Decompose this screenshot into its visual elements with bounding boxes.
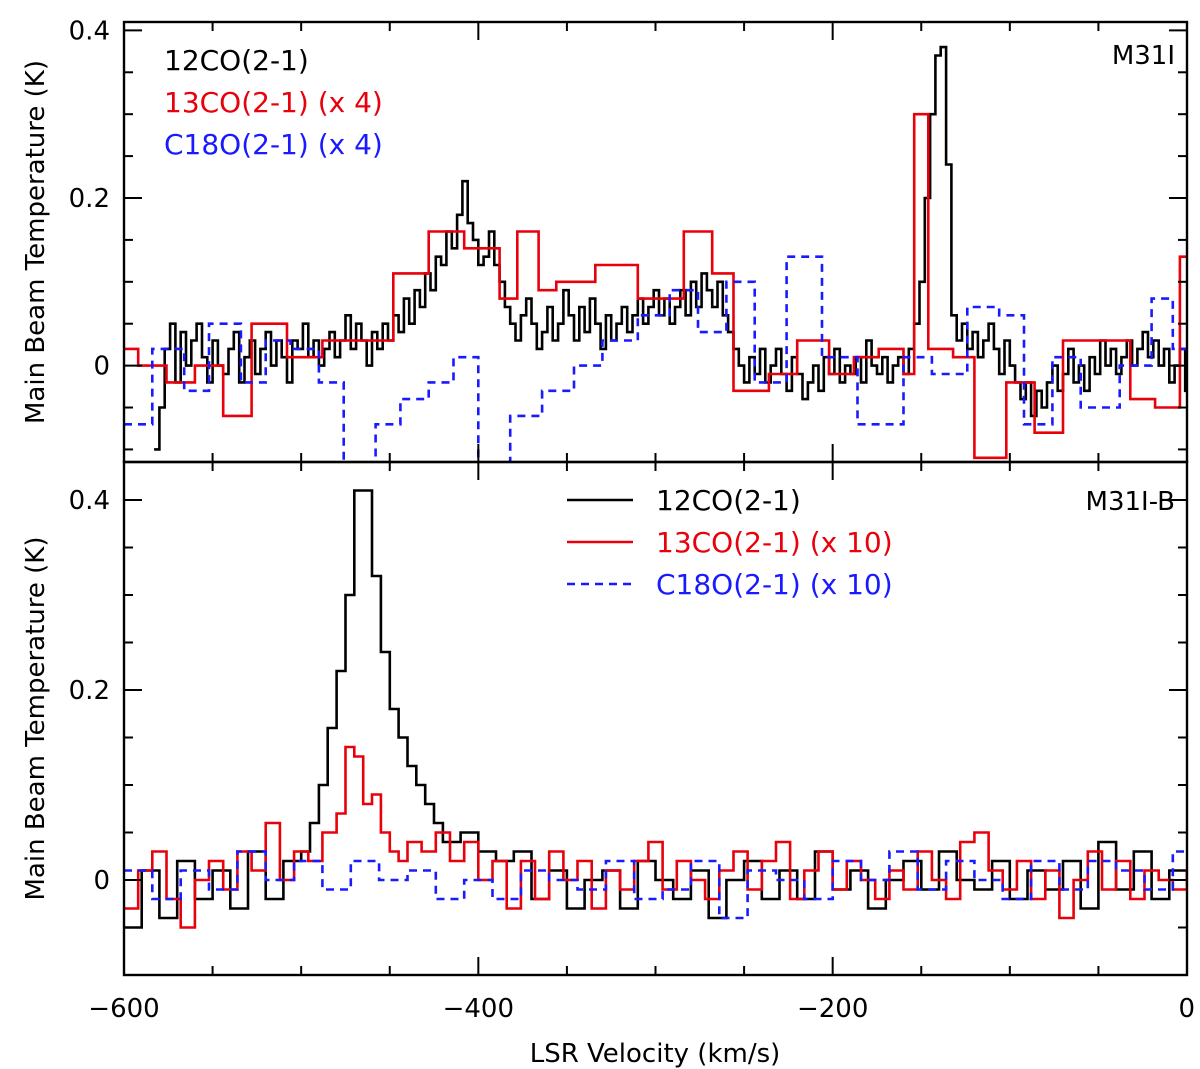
legend-item: C18O(2-1) (x 4) bbox=[164, 128, 383, 161]
legend-item: 13CO(2-1) (x 10) bbox=[656, 526, 893, 559]
x-tick-label: −600 bbox=[88, 994, 159, 1024]
plot-area bbox=[124, 45, 1187, 462]
y-tick-label: 0 bbox=[93, 866, 110, 896]
panel-label: M31I-B bbox=[1086, 487, 1175, 517]
bottom-panel: 0 0.2 0.4 −600 −400 −200 0 Main Beam Temperatur… bbox=[21, 460, 1195, 1024]
legend-item: 13CO(2-1) (x 4) bbox=[164, 86, 383, 119]
plot-area bbox=[124, 489, 1187, 929]
x-tick-label: −400 bbox=[443, 994, 514, 1024]
panel-label: M31I bbox=[1112, 41, 1175, 71]
series-line-2 bbox=[124, 745, 1187, 929]
y-tick-label: 0.2 bbox=[69, 676, 110, 706]
x-axis-title: LSR Velocity (km/s) bbox=[530, 1039, 781, 1069]
y-tick-label: 0.4 bbox=[69, 16, 110, 46]
legend-item: C18O(2-1) (x 10) bbox=[656, 568, 893, 601]
y-axis-title: Main Beam Temperature (K) bbox=[21, 537, 51, 901]
legend-item: 12CO(2-1) bbox=[656, 484, 801, 517]
y-tick-label: 0 bbox=[93, 352, 110, 382]
top-panel: 0 0.2 0.4 Main Beam Temperature (K) M31I 12CO… bbox=[21, 16, 1189, 464]
y-axis-title: Main Beam Temperature (K) bbox=[21, 60, 51, 424]
x-tick-label: −200 bbox=[797, 994, 868, 1024]
y-tick-label: 0.4 bbox=[69, 486, 110, 516]
y-tick-label: 0.2 bbox=[69, 184, 110, 214]
series-line-3 bbox=[124, 850, 1187, 920]
series-line-1 bbox=[124, 489, 1187, 929]
series-line-2 bbox=[124, 112, 1187, 460]
legend-item: 12CO(2-1) bbox=[164, 44, 309, 77]
series-line-3 bbox=[124, 255, 1187, 462]
x-tick-label: 0 bbox=[1178, 994, 1195, 1024]
